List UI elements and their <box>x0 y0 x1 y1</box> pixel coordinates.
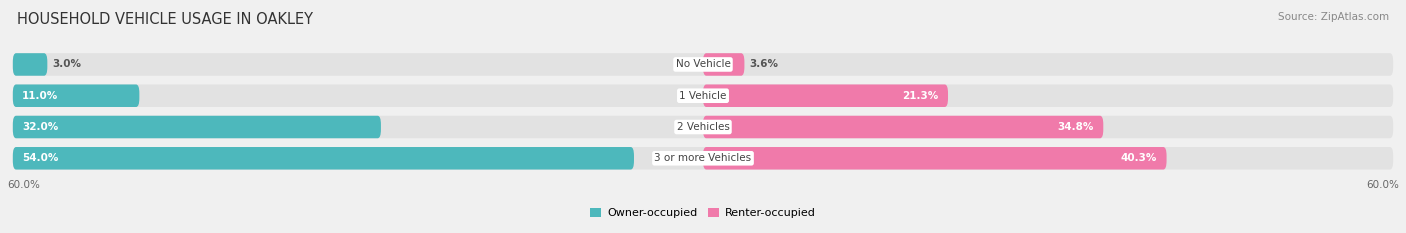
Text: 54.0%: 54.0% <box>22 153 59 163</box>
FancyBboxPatch shape <box>13 85 1393 107</box>
Text: 11.0%: 11.0% <box>22 91 59 101</box>
FancyBboxPatch shape <box>13 147 634 170</box>
FancyBboxPatch shape <box>13 147 1393 170</box>
Text: 2 Vehicles: 2 Vehicles <box>676 122 730 132</box>
Text: 34.8%: 34.8% <box>1057 122 1094 132</box>
Text: Source: ZipAtlas.com: Source: ZipAtlas.com <box>1278 12 1389 22</box>
Text: HOUSEHOLD VEHICLE USAGE IN OAKLEY: HOUSEHOLD VEHICLE USAGE IN OAKLEY <box>17 12 314 27</box>
Legend: Owner-occupied, Renter-occupied: Owner-occupied, Renter-occupied <box>591 208 815 218</box>
FancyBboxPatch shape <box>13 53 1393 76</box>
Text: 1 Vehicle: 1 Vehicle <box>679 91 727 101</box>
Text: 3.0%: 3.0% <box>52 59 82 69</box>
Text: 60.0%: 60.0% <box>1367 180 1399 190</box>
Text: 3.6%: 3.6% <box>749 59 778 69</box>
Text: 40.3%: 40.3% <box>1121 153 1157 163</box>
FancyBboxPatch shape <box>703 116 1104 138</box>
FancyBboxPatch shape <box>703 53 744 76</box>
FancyBboxPatch shape <box>13 116 381 138</box>
FancyBboxPatch shape <box>13 85 139 107</box>
Text: 60.0%: 60.0% <box>7 180 39 190</box>
Text: 21.3%: 21.3% <box>903 91 939 101</box>
FancyBboxPatch shape <box>703 85 948 107</box>
Text: No Vehicle: No Vehicle <box>675 59 731 69</box>
FancyBboxPatch shape <box>13 53 48 76</box>
FancyBboxPatch shape <box>13 116 1393 138</box>
FancyBboxPatch shape <box>703 147 1167 170</box>
Text: 32.0%: 32.0% <box>22 122 59 132</box>
Text: 3 or more Vehicles: 3 or more Vehicles <box>654 153 752 163</box>
